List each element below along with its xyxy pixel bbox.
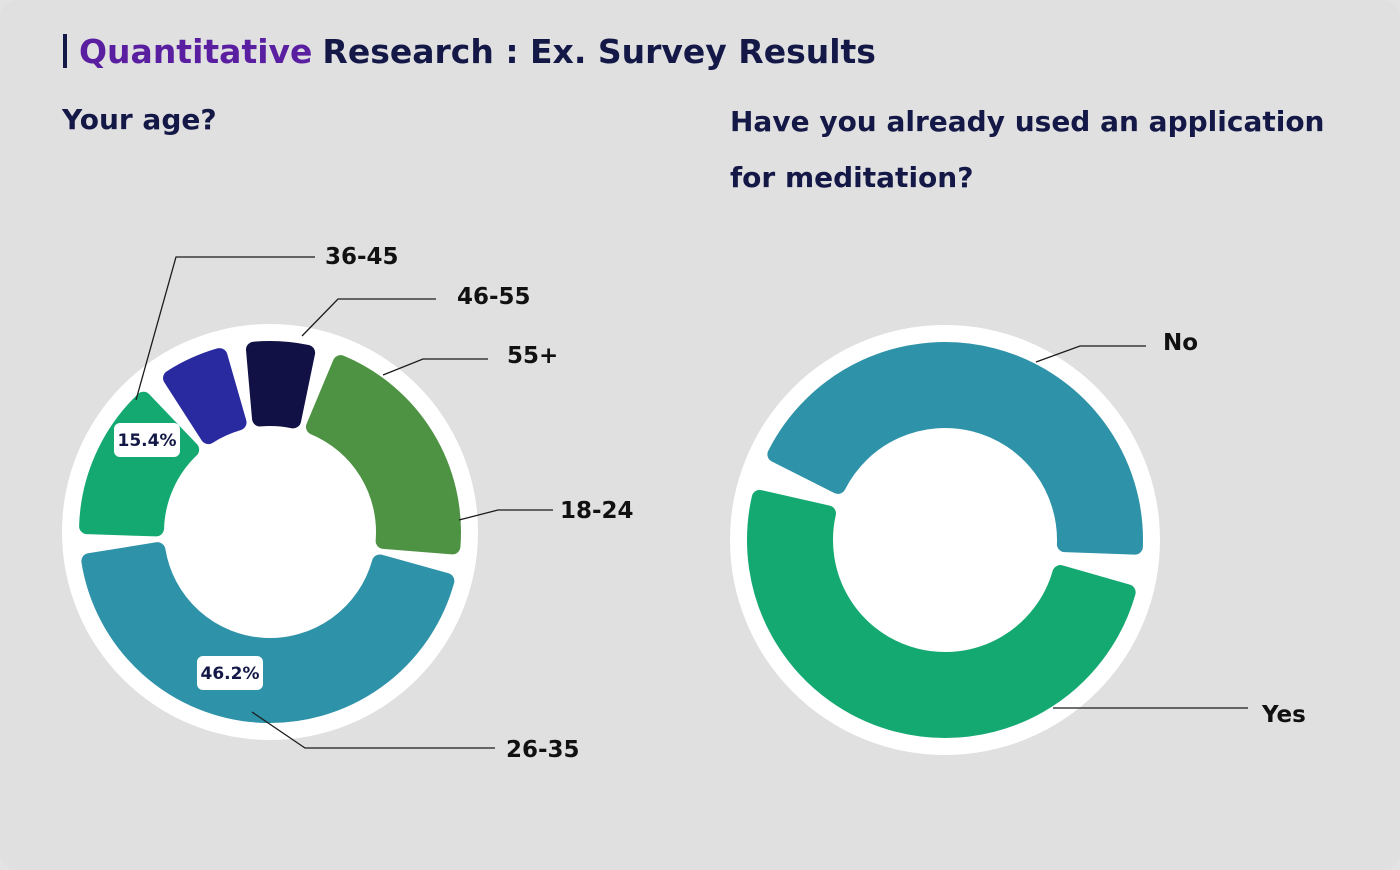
slice-26-35: [81, 542, 455, 723]
leader-line-26-35: [251, 711, 495, 749]
title-accent: Quantitative: [79, 31, 313, 71]
leader-line-55: [382, 358, 488, 376]
title-rest: Research : Ex. Survey Results: [322, 31, 876, 71]
leader-line-18-24: [458, 509, 553, 521]
page-title: Quantitative Research : Ex. Survey Resul…: [63, 30, 876, 72]
slice-46-55: [163, 348, 247, 445]
category-label-18-24: 18-24: [560, 498, 634, 524]
slice-18-24: [305, 355, 461, 555]
category-label-46-55: 46-55: [457, 284, 531, 310]
age-question: Your age?: [62, 103, 217, 136]
category-label-55: 55+: [507, 343, 558, 369]
leader-line-no: [1035, 345, 1146, 363]
meditation-question: Have you already used an application for…: [730, 105, 1325, 194]
data-label-badge-2: [114, 423, 180, 457]
category-label-26-35: 26-35: [506, 737, 580, 763]
leader-line-36-45: [135, 256, 315, 401]
data-label-26-35: 46.2%: [201, 664, 260, 684]
data-label-badge-1: [197, 656, 263, 690]
leader-line-46-55: [301, 298, 436, 337]
slice-55: [245, 341, 316, 429]
title-bar-decoration: [63, 34, 67, 68]
slice-yes: [747, 489, 1136, 738]
category-label-no: No: [1163, 330, 1198, 356]
category-label-36-45: 36-45: [325, 244, 399, 270]
data-label-36-45: 15.4%: [118, 431, 177, 451]
slice-no: [767, 342, 1143, 555]
category-label-yes: Yes: [1261, 702, 1306, 728]
